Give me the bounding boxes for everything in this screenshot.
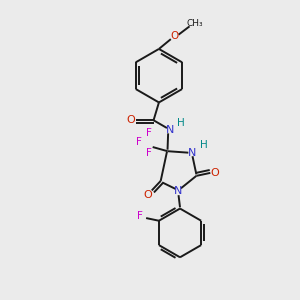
Text: F: F <box>146 148 152 158</box>
Text: N: N <box>166 125 174 135</box>
Text: H: H <box>177 118 185 128</box>
Text: H: H <box>200 140 208 150</box>
Text: O: O <box>126 115 135 125</box>
Text: O: O <box>170 31 178 41</box>
Text: O: O <box>211 168 220 178</box>
Text: F: F <box>146 128 152 138</box>
Text: F: F <box>137 211 142 221</box>
Text: O: O <box>143 190 152 200</box>
Text: CH₃: CH₃ <box>186 19 203 28</box>
Text: F: F <box>136 137 142 147</box>
Text: N: N <box>174 186 183 196</box>
Text: N: N <box>188 148 196 158</box>
